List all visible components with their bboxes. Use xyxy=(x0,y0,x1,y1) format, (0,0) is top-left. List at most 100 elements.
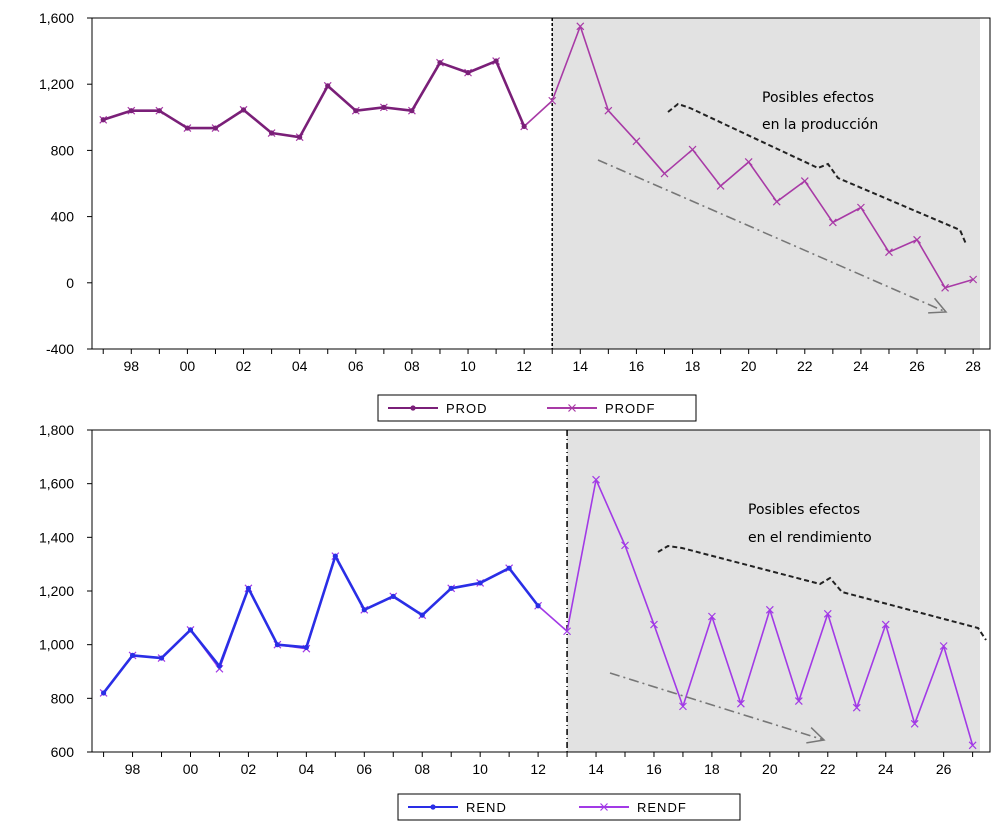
x-tick-label: 16 xyxy=(646,761,662,777)
point-prod xyxy=(381,104,387,110)
x-tick-label: 16 xyxy=(629,358,645,374)
point-prodf xyxy=(632,137,641,146)
point-prod xyxy=(297,134,303,140)
point-rend xyxy=(506,565,512,571)
x-tick-label: 18 xyxy=(704,761,720,777)
point-rend xyxy=(158,655,165,661)
x-tick-label: 08 xyxy=(404,358,420,374)
point-prodf xyxy=(604,106,613,115)
x-tick-label: 10 xyxy=(460,358,476,374)
point-rendf xyxy=(794,697,803,705)
forecast-region xyxy=(552,18,980,349)
point-rendf xyxy=(679,702,687,711)
trend-bracket xyxy=(657,544,987,641)
x-tick-label: 00 xyxy=(180,358,196,374)
y-tick-label: 600 xyxy=(51,744,75,760)
y-tick-label: 800 xyxy=(51,690,75,706)
point-rendf xyxy=(563,627,571,636)
y-tick-label: 1,400 xyxy=(39,529,74,545)
point-rend xyxy=(332,553,338,559)
x-tick-label: 06 xyxy=(357,761,373,777)
x-tick-label: 22 xyxy=(820,761,836,777)
point-rend xyxy=(100,690,107,696)
decline-arrow xyxy=(609,672,826,744)
point-prod xyxy=(465,70,471,76)
point-rend xyxy=(245,585,252,591)
point-rendf xyxy=(736,699,745,708)
y-tick-label: 0 xyxy=(66,275,74,291)
point-prodf xyxy=(660,169,669,178)
y-tick-label: -400 xyxy=(46,341,74,357)
x-tick-label: 18 xyxy=(685,358,701,374)
series-line-rend xyxy=(102,554,540,694)
point-prodf xyxy=(941,283,950,292)
series-line-prod xyxy=(102,59,526,139)
x-tick-label: 00 xyxy=(183,761,199,777)
point-rendf xyxy=(707,612,716,621)
legend: PROD PRODF xyxy=(377,394,697,422)
point-prodf xyxy=(885,248,893,257)
point-prodf xyxy=(772,197,781,206)
x-tick-label: 04 xyxy=(299,761,315,777)
point-prod xyxy=(156,108,162,114)
x-tick-label: 08 xyxy=(414,761,430,777)
legend-label-rend: REND xyxy=(466,800,507,815)
point-prod xyxy=(240,107,247,113)
y-tick-label: 1,600 xyxy=(39,10,74,26)
legend-marker xyxy=(410,405,416,411)
annotation-line-1: Posibles efectos xyxy=(748,502,860,518)
legend: REND RENDF xyxy=(397,793,741,821)
y-tick-label: 1,800 xyxy=(39,422,74,438)
point-prod xyxy=(100,117,106,123)
y-tick-label: 1,200 xyxy=(39,76,74,92)
x-tick-label: 02 xyxy=(236,358,252,374)
point-prodf xyxy=(828,218,837,227)
x-tick-label: 24 xyxy=(878,761,894,777)
x-tick-label: 98 xyxy=(125,761,141,777)
x-tick-label: 02 xyxy=(241,761,257,777)
legend-marker xyxy=(430,804,436,810)
x-tick-label: 12 xyxy=(516,358,532,374)
y-tick-label: 1,600 xyxy=(39,476,74,492)
point-prod xyxy=(409,108,415,114)
point-prod xyxy=(521,123,527,130)
point-rendf xyxy=(592,475,600,484)
point-rendf xyxy=(852,703,861,712)
point-prod xyxy=(325,83,331,89)
x-tick-label: 12 xyxy=(530,761,546,777)
x-tick-label: 14 xyxy=(588,761,604,777)
production-chart: 1,600 1,200 800 400 0 -400 98 00 02 04 06 08 10 12 14 1… xyxy=(39,10,991,422)
x-tick-label: 14 xyxy=(572,358,588,374)
decline-arrow xyxy=(597,159,948,314)
point-rend xyxy=(303,644,309,650)
legend-label-prod: PROD xyxy=(446,401,488,416)
point-rendf xyxy=(968,741,977,750)
point-prod xyxy=(269,130,275,136)
x-tick-label: 10 xyxy=(472,761,488,777)
point-rend xyxy=(419,612,425,618)
legend-label-rendf: RENDF xyxy=(637,800,687,815)
point-rend xyxy=(187,627,194,633)
x-tick-label: 22 xyxy=(797,358,813,374)
x-tick-label: 28 xyxy=(965,358,981,374)
x-tick-label: 06 xyxy=(348,358,364,374)
point-rendf xyxy=(765,605,774,614)
point-rendf xyxy=(910,719,919,728)
point-prodf xyxy=(548,96,557,105)
x-tick-label: 26 xyxy=(909,358,925,374)
y-tick-label: 1,000 xyxy=(39,637,74,653)
point-rendf xyxy=(621,541,629,550)
point-prodf xyxy=(856,203,865,212)
point-rendf xyxy=(881,620,890,629)
x-tick-label: 20 xyxy=(741,358,757,374)
point-prod xyxy=(437,60,443,66)
point-rend xyxy=(274,642,280,648)
point-prodf xyxy=(969,275,978,284)
x-tick-label: 20 xyxy=(762,761,778,777)
annotation-line-2: en el rendimiento xyxy=(748,530,872,546)
x-tick-label: 98 xyxy=(123,358,139,374)
point-rend xyxy=(390,593,396,599)
point-prodf xyxy=(913,235,921,244)
point-rend xyxy=(216,663,223,669)
point-prodf xyxy=(716,182,725,190)
